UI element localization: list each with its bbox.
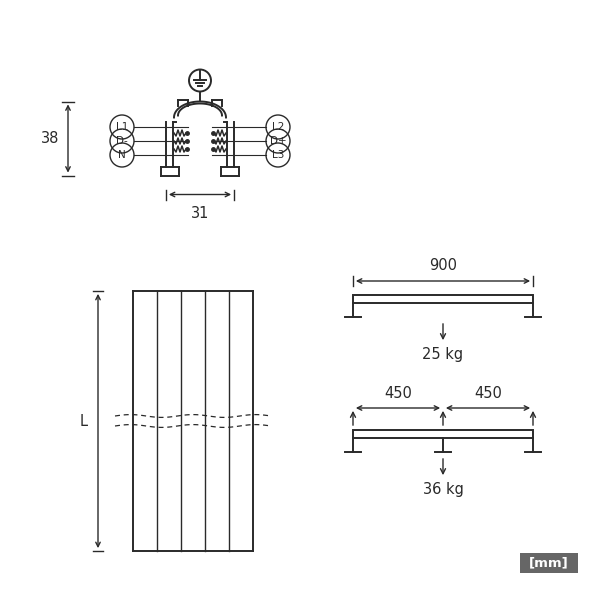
Text: L1: L1 <box>116 122 128 132</box>
Text: N: N <box>118 150 126 160</box>
FancyBboxPatch shape <box>520 553 578 573</box>
Bar <box>353 430 533 438</box>
Text: 25 kg: 25 kg <box>423 347 463 362</box>
Text: 450: 450 <box>384 386 412 401</box>
Text: 900: 900 <box>429 258 457 273</box>
Text: L: L <box>80 414 88 428</box>
Text: 450: 450 <box>474 386 502 401</box>
Text: L3: L3 <box>272 150 284 160</box>
Text: 36 kg: 36 kg <box>423 482 463 497</box>
Text: D+: D+ <box>269 136 286 146</box>
Text: L2: L2 <box>272 122 284 132</box>
Text: D-: D- <box>116 136 128 146</box>
Text: 31: 31 <box>191 206 209 220</box>
Text: 38: 38 <box>41 131 59 146</box>
Text: [mm]: [mm] <box>529 557 569 570</box>
Bar <box>353 295 533 303</box>
